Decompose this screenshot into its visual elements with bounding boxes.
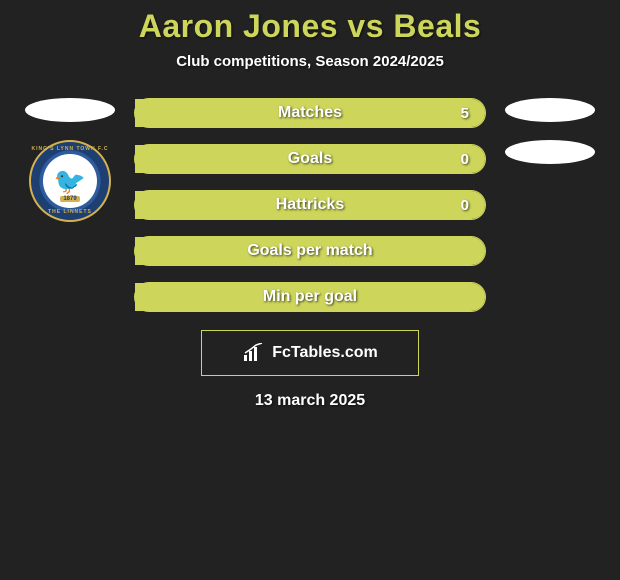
stat-value-right: 0 (461, 151, 469, 168)
right-column (494, 98, 606, 312)
stat-label: Goals (135, 150, 485, 168)
club-bottom-text: THE LINNETS (48, 209, 92, 215)
stat-label: Min per goal (135, 288, 485, 306)
club-top-text: KING'S LYNN TOWN F.C (31, 146, 108, 152)
infographic-container: Aaron Jones vs Beals Club competitions, … (0, 0, 620, 410)
subtitle: Club competitions, Season 2024/2025 (0, 53, 620, 70)
footer-brand-box: FcTables.com (201, 330, 419, 376)
left-column: KING'S LYNN TOWN F.C 🐦 1879 THE LINNETS (14, 98, 126, 312)
stat-value-right: 0 (461, 197, 469, 214)
chart-icon (242, 343, 266, 363)
stat-row: Goals per match (134, 236, 486, 266)
stat-label: Matches (135, 104, 485, 122)
page-title: Aaron Jones vs Beals (0, 8, 620, 45)
stat-label: Hattricks (135, 196, 485, 214)
footer-brand-text: FcTables.com (272, 344, 378, 362)
stat-row: Matches 5 (134, 98, 486, 128)
stats-list: Matches 5 Goals 0 Hattricks 0 (126, 98, 494, 312)
club-year: 1879 (60, 196, 79, 202)
stat-value-right: 5 (461, 105, 469, 122)
date-text: 13 march 2025 (0, 392, 620, 410)
right-club-placeholder-icon (505, 140, 595, 164)
stat-label: Goals per match (135, 242, 485, 260)
left-flag-icon (25, 98, 115, 122)
right-flag-icon (505, 98, 595, 122)
stat-row: Hattricks 0 (134, 190, 486, 220)
main-layout: KING'S LYNN TOWN F.C 🐦 1879 THE LINNETS … (0, 98, 620, 312)
left-club-badge: KING'S LYNN TOWN F.C 🐦 1879 THE LINNETS (29, 140, 111, 222)
stat-row: Min per goal (134, 282, 486, 312)
stat-row: Goals 0 (134, 144, 486, 174)
